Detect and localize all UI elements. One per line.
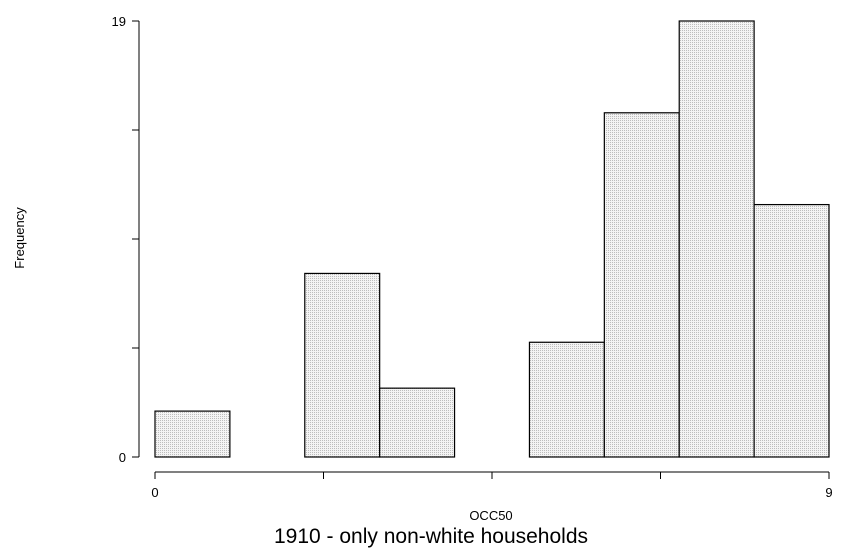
y-tick-label-4: 19 (112, 14, 126, 29)
y-tick-label-0: 0 (119, 450, 126, 465)
chart-title: 1910 - only non-white households (274, 525, 588, 548)
histogram-bars (154, 20, 830, 458)
histogram-bar-3 (528, 341, 605, 458)
histogram-bar-4 (603, 112, 680, 458)
y-axis-title: Frequency (12, 207, 27, 269)
histogram-bar-6 (753, 203, 830, 458)
x-tick-label-4: 9 (825, 485, 832, 500)
histogram-bar-5 (678, 20, 755, 458)
x-axis-title: OCC50 (469, 508, 512, 523)
y-axis: 0 19 (112, 14, 140, 465)
histogram-bar-2 (379, 387, 456, 458)
histogram-bar-1 (304, 272, 381, 458)
histogram-bar-0 (154, 410, 231, 458)
x-tick-label-0: 0 (151, 485, 158, 500)
